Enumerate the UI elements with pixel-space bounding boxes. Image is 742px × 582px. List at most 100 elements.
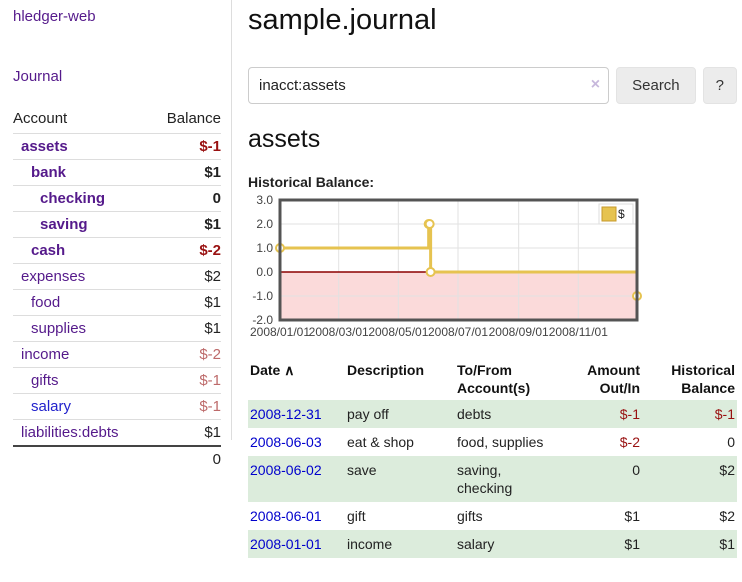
svg-text:2008/09/01: 2008/09/01	[489, 325, 549, 339]
account-tree-table: Account Balance assets $-1 bank $1 checking 0…	[13, 106, 221, 472]
accounts-column-header: To/From Account(s)	[457, 362, 531, 396]
account-balance: $-2	[150, 237, 221, 264]
help-button[interactable]: ?	[702, 67, 737, 104]
register-balance: $2	[719, 508, 735, 524]
register-accounts: debts	[457, 406, 492, 422]
account-link[interactable]: income	[21, 346, 70, 363]
svg-text:2008/05/01: 2008/05/01	[368, 325, 428, 339]
register-date-link[interactable]: 2008-12-31	[250, 406, 322, 422]
legend-label: $	[618, 207, 625, 221]
description-column-header: Description	[347, 362, 425, 378]
register-accounts: food, supplies	[457, 434, 544, 450]
register-date-link[interactable]: 2008-01-01	[250, 536, 322, 552]
main-content: sample.journal × Search ? assets Histori…	[233, 0, 742, 558]
account-balance: $1	[150, 315, 221, 342]
register-date-link[interactable]: 2008-06-02	[250, 462, 322, 478]
register-description: gift	[347, 508, 366, 524]
account-row: expenses $2	[13, 263, 221, 290]
register-description: save	[347, 462, 377, 478]
account-link[interactable]: expenses	[21, 268, 86, 285]
chart-legend: $	[598, 203, 634, 225]
account-link[interactable]: liabilities:debts	[21, 424, 119, 441]
sidebar: hledger-web Journal Account Balance asse…	[0, 0, 232, 472]
balance-column-header: Balance	[166, 110, 221, 127]
amount-column-header: Amount Out/In	[587, 362, 640, 396]
search-input[interactable]	[248, 67, 610, 104]
account-balance: $1	[150, 289, 221, 316]
register-date-link[interactable]: 2008-06-01	[250, 508, 322, 524]
date-column-header[interactable]: Date ∧	[250, 362, 295, 378]
register-accounts: gifts	[457, 508, 483, 524]
svg-text:3.0: 3.0	[256, 194, 273, 207]
register-row: 2008-06-01 gift gifts $1 $2	[248, 502, 737, 530]
accounts-total-value: 0	[150, 445, 221, 472]
account-row: checking 0	[13, 185, 221, 212]
account-link[interactable]: cash	[31, 242, 66, 259]
register-accounts: saving, checking	[457, 462, 513, 496]
account-balance: $-1	[150, 133, 221, 160]
account-row: income $-2	[13, 341, 221, 368]
register-description: income	[347, 536, 393, 552]
svg-text:2008/07/01: 2008/07/01	[428, 325, 488, 339]
register-date-link[interactable]: 2008-06-03	[250, 434, 322, 450]
search-bar: × Search ?	[248, 67, 737, 104]
register-amount: $-1	[619, 406, 640, 422]
account-link[interactable]: food	[31, 294, 61, 311]
svg-text:-1.0: -1.0	[252, 289, 273, 303]
register-header-row: Date ∧ Description To/From Account(s) Am…	[248, 358, 737, 400]
app-brand-link[interactable]: hledger-web	[13, 8, 96, 25]
register-row: 2008-06-03 eat & shop food, supplies $-2 0	[248, 428, 737, 456]
balance-column-header: Historical Balance	[671, 362, 735, 396]
account-row: food $1	[13, 289, 221, 316]
account-row: assets $-1	[13, 133, 221, 160]
account-row: bank $1	[13, 159, 221, 186]
account-link[interactable]: salary	[31, 398, 72, 415]
register-balance: 0	[727, 434, 735, 450]
register-amount: $1	[624, 536, 640, 552]
account-balance: $1	[150, 419, 221, 446]
account-balance: $-1	[150, 367, 221, 394]
account-link[interactable]: bank	[31, 164, 67, 181]
register-balance: $-1	[714, 406, 735, 422]
account-balance: $1	[150, 159, 221, 186]
chart-title: Historical Balance:	[248, 174, 375, 190]
account-balance: $2	[150, 263, 221, 290]
register-accounts: salary	[457, 536, 495, 552]
svg-text:2008/03/01: 2008/03/01	[309, 325, 369, 339]
account-row: saving $1	[13, 211, 221, 238]
register-row: 2008-01-01 income salary $1 $1	[248, 530, 737, 558]
register-description: pay off	[347, 406, 389, 422]
sort-asc-icon: ∧	[284, 362, 295, 378]
account-balance: $-2	[150, 341, 221, 368]
account-link[interactable]: gifts	[31, 372, 59, 389]
svg-text:-2.0: -2.0	[252, 313, 273, 327]
register-row: 2008-06-02 save saving, checking 0 $2	[248, 456, 737, 502]
account-row: liabilities:debts $1	[13, 419, 221, 446]
account-row: cash $-2	[13, 237, 221, 264]
account-link[interactable]: assets	[21, 138, 68, 155]
register-amount: 0	[632, 462, 640, 478]
register-description: eat & shop	[347, 434, 414, 450]
svg-text:2.0: 2.0	[256, 217, 273, 231]
account-link[interactable]: checking	[40, 190, 106, 207]
register-amount: $1	[624, 508, 640, 524]
register-balance: $2	[719, 462, 735, 478]
accounts-total-row: 0	[13, 445, 221, 472]
svg-text:1.0: 1.0	[256, 241, 273, 255]
account-tree-header-row: Account Balance	[13, 106, 221, 134]
page-title: sample.journal	[248, 4, 437, 36]
sidebar-item-journal[interactable]: Journal	[13, 68, 63, 85]
account-link[interactable]: saving	[40, 216, 88, 233]
svg-text:2008/01/01: 2008/01/01	[250, 325, 310, 339]
account-heading: assets	[248, 125, 321, 153]
search-button[interactable]: Search	[616, 67, 696, 104]
account-row: supplies $1	[13, 315, 221, 342]
register-row: 2008-12-31 pay off debts $-1 $-1	[248, 400, 737, 428]
account-link[interactable]: supplies	[31, 320, 87, 337]
clear-search-icon[interactable]: ×	[590, 76, 601, 93]
account-balance: $-1	[150, 393, 221, 420]
svg-text:0.0: 0.0	[256, 265, 273, 279]
account-row: gifts $-1	[13, 367, 221, 394]
register-table: Date ∧ Description To/From Account(s) Am…	[248, 358, 737, 558]
account-row: salary $-1	[13, 393, 221, 420]
